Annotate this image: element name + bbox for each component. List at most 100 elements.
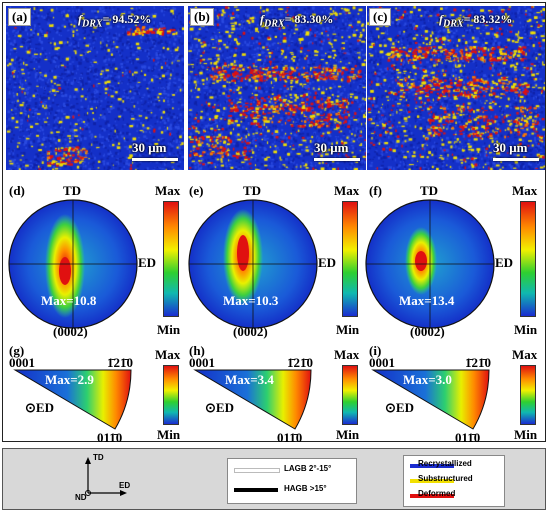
ed-label: ED bbox=[318, 255, 337, 270]
fdrx-subscript: DRX bbox=[82, 18, 103, 30]
colorbar bbox=[342, 201, 358, 317]
plane-label: (0002) bbox=[233, 324, 268, 339]
panel-label: (i) bbox=[369, 343, 382, 358]
plane-label: (0002) bbox=[410, 324, 445, 339]
colorbar bbox=[520, 201, 536, 317]
colorbar-max: Max bbox=[512, 183, 538, 198]
ipf-corner-0001: 0001 bbox=[189, 355, 215, 370]
grain-map-image bbox=[6, 6, 184, 170]
fdrx-value: = 83.30% bbox=[284, 12, 334, 26]
substructured-swatch bbox=[410, 479, 454, 483]
axes-icon bbox=[85, 457, 127, 496]
max-annotation: Max=13.4 bbox=[399, 293, 455, 308]
fdrx-symbol: f bbox=[439, 12, 443, 26]
lagb-label: LAGB 2°-15° bbox=[284, 464, 332, 473]
panel-label: (f) bbox=[369, 183, 382, 198]
fdrx-value: = 94.52% bbox=[102, 12, 152, 26]
panel-label: (c) bbox=[369, 8, 392, 26]
td-label: TD bbox=[63, 183, 82, 198]
ed-direction-marker: ⊙ED bbox=[25, 400, 54, 415]
colorbar bbox=[520, 365, 536, 425]
colorbar bbox=[163, 365, 179, 425]
grain-map-c: (c) fDRX= 83.32% 30 μm bbox=[367, 6, 545, 170]
pole-figure-e bbox=[188, 199, 318, 329]
substructured-label: Substructured bbox=[418, 474, 473, 483]
ipf-h bbox=[193, 369, 312, 430]
td-label: TD bbox=[420, 183, 439, 198]
grain-map-image bbox=[188, 6, 366, 170]
ed-label: ED bbox=[395, 400, 414, 415]
inverse-pole-figures bbox=[13, 369, 490, 430]
colorbar-min: Min bbox=[336, 427, 360, 442]
grain-type-legend-box: Recrystallized Substructured Deformed bbox=[403, 455, 505, 507]
scale-bar bbox=[314, 158, 360, 161]
fdrx-subscript: DRX bbox=[264, 18, 285, 30]
colorbar-min: Min bbox=[514, 427, 538, 442]
panel-label: (h) bbox=[189, 343, 205, 358]
colorbar-max: Max bbox=[512, 347, 538, 362]
ipf-corner-1210: 1̄21̄0 bbox=[107, 355, 133, 370]
fdrx-annotation: fDRX= 83.32% bbox=[439, 12, 512, 29]
hagb-label: HAGB >15° bbox=[284, 484, 327, 493]
ipf-i bbox=[371, 369, 490, 430]
figure-frame: (a) fDRX= 94.52% 30 μm (b) fDRX= 83.30% … bbox=[2, 2, 546, 445]
pole-figure-f bbox=[365, 199, 495, 329]
axis-td-label: TD bbox=[93, 453, 104, 462]
grain-map-b: (b) fDRX= 83.30% 30 μm bbox=[188, 6, 366, 170]
scale-label: 30 μm bbox=[493, 140, 528, 155]
ipf-corner-0110: 011̄0 bbox=[277, 430, 303, 445]
recrystallized-label: Recrystallized bbox=[418, 459, 472, 468]
colorbar-max: Max bbox=[155, 183, 181, 198]
deformed-swatch bbox=[410, 494, 454, 498]
colorbar-min: Min bbox=[514, 322, 538, 337]
grain-map-a: (a) fDRX= 94.52% 30 μm bbox=[6, 6, 184, 170]
fdrx-value: = 83.32% bbox=[463, 12, 513, 26]
pole-figures bbox=[8, 199, 495, 329]
ed-direction-marker: ⊙ED bbox=[205, 400, 234, 415]
axis-nd-label: ND bbox=[75, 493, 87, 502]
panel-label: (e) bbox=[189, 183, 204, 198]
ipf-corner-0001: 0001 bbox=[369, 355, 395, 370]
fdrx-annotation: fDRX= 94.52% bbox=[78, 12, 151, 29]
colorbar-max: Max bbox=[334, 347, 360, 362]
ed-label: ED bbox=[495, 255, 514, 270]
colorbar bbox=[163, 201, 179, 317]
colorbar-min: Min bbox=[157, 427, 181, 442]
td-label: TD bbox=[243, 183, 262, 198]
colorbar-max: Max bbox=[155, 347, 181, 362]
ed-label: ED bbox=[215, 400, 234, 415]
ipf-corner-0110: 011̄0 bbox=[455, 430, 481, 445]
fdrx-symbol: f bbox=[78, 12, 82, 26]
ipf-corner-0110: 011̄0 bbox=[97, 430, 123, 445]
grain-map-image bbox=[367, 6, 545, 170]
ed-label: ED bbox=[35, 400, 54, 415]
colorbar-min: Min bbox=[336, 322, 360, 337]
fdrx-subscript: DRX bbox=[443, 18, 464, 30]
colorbar bbox=[342, 365, 358, 425]
scale-label: 30 μm bbox=[314, 140, 349, 155]
panel-label: (d) bbox=[9, 183, 25, 198]
pole-figure-d bbox=[8, 199, 138, 329]
ed-direction-marker: ⊙ED bbox=[385, 400, 414, 415]
panel-label: (g) bbox=[9, 343, 25, 358]
max-annotation: Max=3.0 bbox=[403, 372, 452, 387]
ed-label: ED bbox=[138, 255, 157, 270]
ipf-corner-1210: 1̄21̄0 bbox=[465, 355, 491, 370]
fdrx-symbol: f bbox=[260, 12, 264, 26]
colorbar-min: Min bbox=[157, 322, 181, 337]
hagb-swatch bbox=[234, 488, 278, 492]
figure-legend: TD ND ED LAGB 2°-15° HAGB >15° Recrystal… bbox=[2, 448, 546, 510]
max-annotation: Max=10.3 bbox=[223, 293, 279, 308]
scale-label: 30 μm bbox=[132, 140, 167, 155]
lagb-swatch bbox=[234, 468, 280, 473]
boundary-legend-box: LAGB 2°-15° HAGB >15° bbox=[227, 458, 357, 504]
ipf-corner-1210: 1̄21̄0 bbox=[287, 355, 313, 370]
max-annotation: Max=3.4 bbox=[225, 372, 274, 387]
scale-bar bbox=[132, 158, 178, 161]
scale-bar bbox=[493, 158, 539, 161]
deformed-label: Deformed bbox=[418, 489, 456, 498]
panel-label: (a) bbox=[8, 8, 32, 26]
max-annotation: Max=10.8 bbox=[41, 293, 97, 308]
ipf-g bbox=[13, 369, 132, 430]
recrystallized-swatch bbox=[410, 464, 454, 468]
